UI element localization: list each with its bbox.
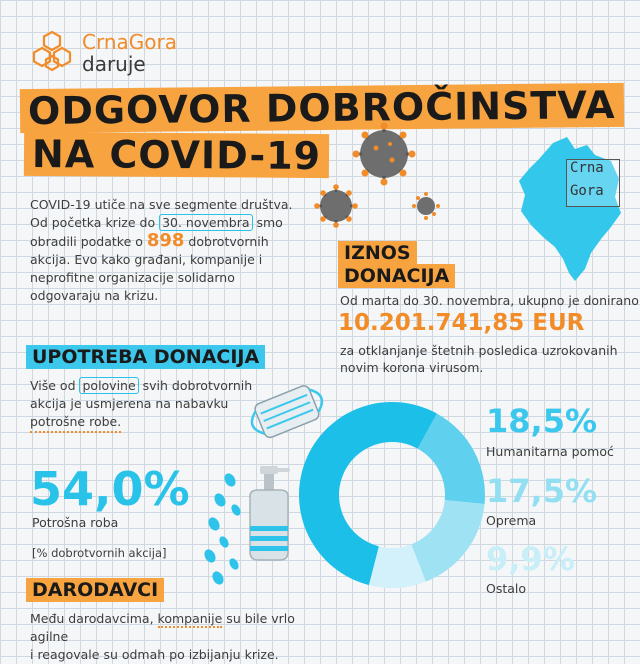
map-label-crna: Crna [570, 160, 604, 176]
legend-label-ostalo: Ostalo [486, 581, 527, 596]
upotreba-line1a: Više od [30, 378, 80, 393]
intro-line1: COVID-19 utiče na sve segmente društva. [30, 197, 293, 212]
upotreba-text: Više od polovine svih dobrotvornih akcij… [30, 377, 280, 433]
iznos-line3: novim korona virusom. [340, 360, 484, 375]
page-title-line2: NA COVID-19 [23, 131, 330, 179]
donut-slice-potrosna-roba [299, 402, 437, 586]
date-highlight: 30. novembra [159, 214, 253, 231]
legend-value-oprema: 17,5% [486, 472, 598, 510]
upotreba-line3: potrošne robe. [30, 413, 122, 433]
map-label-box [566, 159, 620, 207]
virus-illustration [314, 122, 440, 228]
donut-chart [299, 402, 485, 588]
darodavci-text: Među darodavcima, kompanije su bile vrlo… [30, 610, 330, 664]
legend-label-oprema: Oprema [486, 513, 537, 528]
map-label-gora: Gora [570, 183, 604, 199]
intro-line4: akcija. Evo kako građani, kompanije i [30, 252, 263, 267]
iznos-line2: za otklanjanje štetnih posledica uzrokov… [340, 343, 618, 358]
intro-line2c: smo [252, 215, 283, 230]
iznos-title-line1: IZNOS [338, 241, 417, 265]
intro-line3c: dobrotvornih [184, 234, 269, 249]
main-stat-label: Potrošna roba [32, 515, 119, 530]
upotreba-line1c: svih dobrotvornih [138, 378, 253, 393]
darodavci-title: DARODAVCI [26, 578, 165, 602]
intro-line3: obradili podatke o 898 dobrotvornih [30, 232, 300, 251]
actions-count: 898 [146, 230, 185, 251]
iznos-line1: Od marta do 30. novembra, ukupno je doni… [340, 293, 639, 308]
upotreba-line2: akcija je usmjerena na nabavku [30, 396, 229, 411]
intro-line3a: obradili podatke o [30, 234, 147, 249]
darodavci-line2: i reagovale su odmah po izbijanju krize. [30, 647, 279, 662]
polovine-highlight: polovine [79, 377, 139, 394]
main-stat-value: 54,0% [30, 462, 190, 516]
upotreba-title: UPOTREBA DONACIJA [26, 345, 266, 369]
hand-sanitizer-icon [204, 466, 290, 585]
main-stat-note: [% dobrotvornih akcija] [32, 546, 167, 560]
legend-value-ostalo: 9,9% [486, 540, 575, 578]
darodavci-line1a: Među darodavcima, [30, 611, 158, 626]
logo-line1: CrnaGora [82, 30, 177, 54]
montenegro-map [519, 137, 621, 281]
intro-line2: Od početka krize do 30. novembra smo [30, 214, 300, 232]
donut-slice-ostalo [368, 544, 426, 588]
donut-slice-humanitarna-pomoc [417, 413, 485, 505]
intro-line5: neprofitne organizacije solidarno [30, 270, 235, 285]
logo: CrnaGora daruje [28, 28, 198, 78]
iznos-title-line2: DONACIJA [338, 264, 456, 288]
donut-slice-oprema [411, 500, 485, 582]
legend-value-humanitarna: 18,5% [486, 402, 598, 440]
intro-line6: odgovaraju na krizu. [30, 288, 159, 303]
donation-amount: 10.201.741,85 EUR [338, 310, 585, 336]
face-mask-icon [250, 385, 324, 439]
intro-text: COVID-19 utiče na sve segmente društva. … [30, 196, 300, 305]
kompanije-highlight: kompanije [157, 611, 223, 628]
darodavci-line1: Među darodavcima, kompanije su bile vrlo… [30, 610, 330, 646]
legend-label-humanitarna: Humanitarna pomoć [486, 444, 614, 459]
logo-line2: daruje [82, 52, 146, 76]
upotreba-line1: Više od polovine svih dobrotvornih [30, 377, 280, 395]
logo-hexagon-icon [32, 30, 72, 72]
intro-line2a: Od početka krize do [30, 215, 160, 230]
